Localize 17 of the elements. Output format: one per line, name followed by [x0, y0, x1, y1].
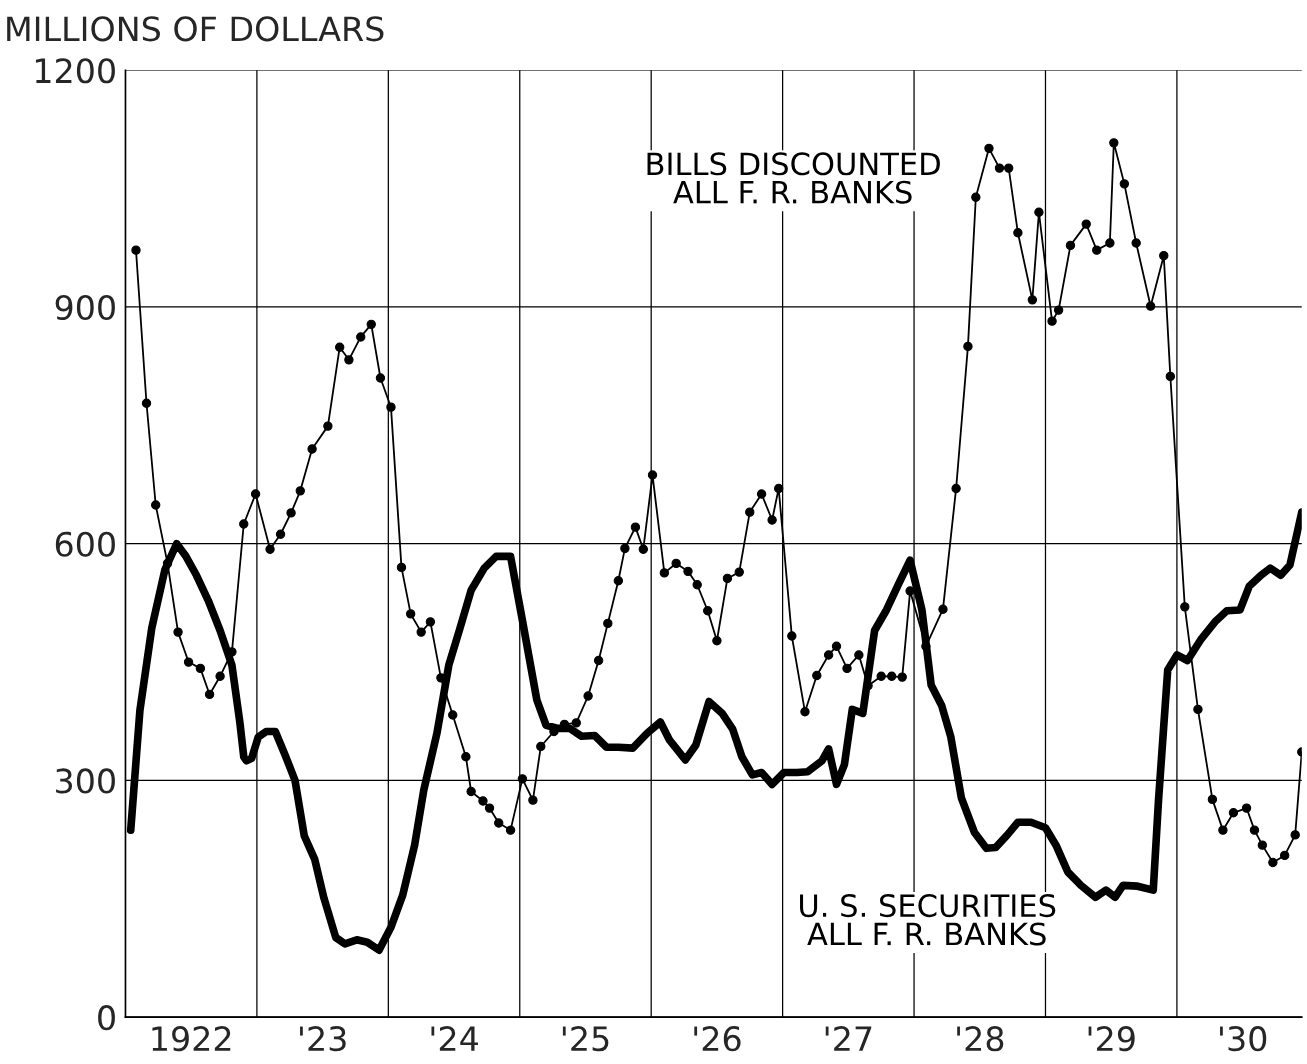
- x-tick-label: '28: [957, 1026, 1004, 1052]
- x-tick-label: '23: [300, 1026, 346, 1052]
- x-tick-label: '24: [431, 1026, 478, 1051]
- y-tick-label: 300: [56, 768, 115, 794]
- x-tick-label: '26: [694, 1026, 741, 1052]
- y-tick-label: 1200: [35, 58, 115, 84]
- series-label: U. S. SECURITIES ALL F. R. BANKS: [800, 894, 1056, 946]
- x-tick-label: '29: [1088, 1026, 1135, 1052]
- y-tick-label: 600: [55, 531, 115, 557]
- x-tick-label: '27: [825, 1026, 872, 1051]
- y-tick-label: 0: [98, 1005, 115, 1031]
- series-label: BILLS DISCOUNTED ALL F. R. BANKS: [647, 152, 940, 204]
- x-tick-label: '25: [562, 1026, 609, 1052]
- x-tick-label: 1922: [152, 1026, 231, 1052]
- x-tick-label: '30: [1220, 1026, 1267, 1052]
- y-axis-title: MILLIONS OF DOLLARS: [7, 16, 384, 42]
- y-tick-label: 900: [55, 294, 115, 321]
